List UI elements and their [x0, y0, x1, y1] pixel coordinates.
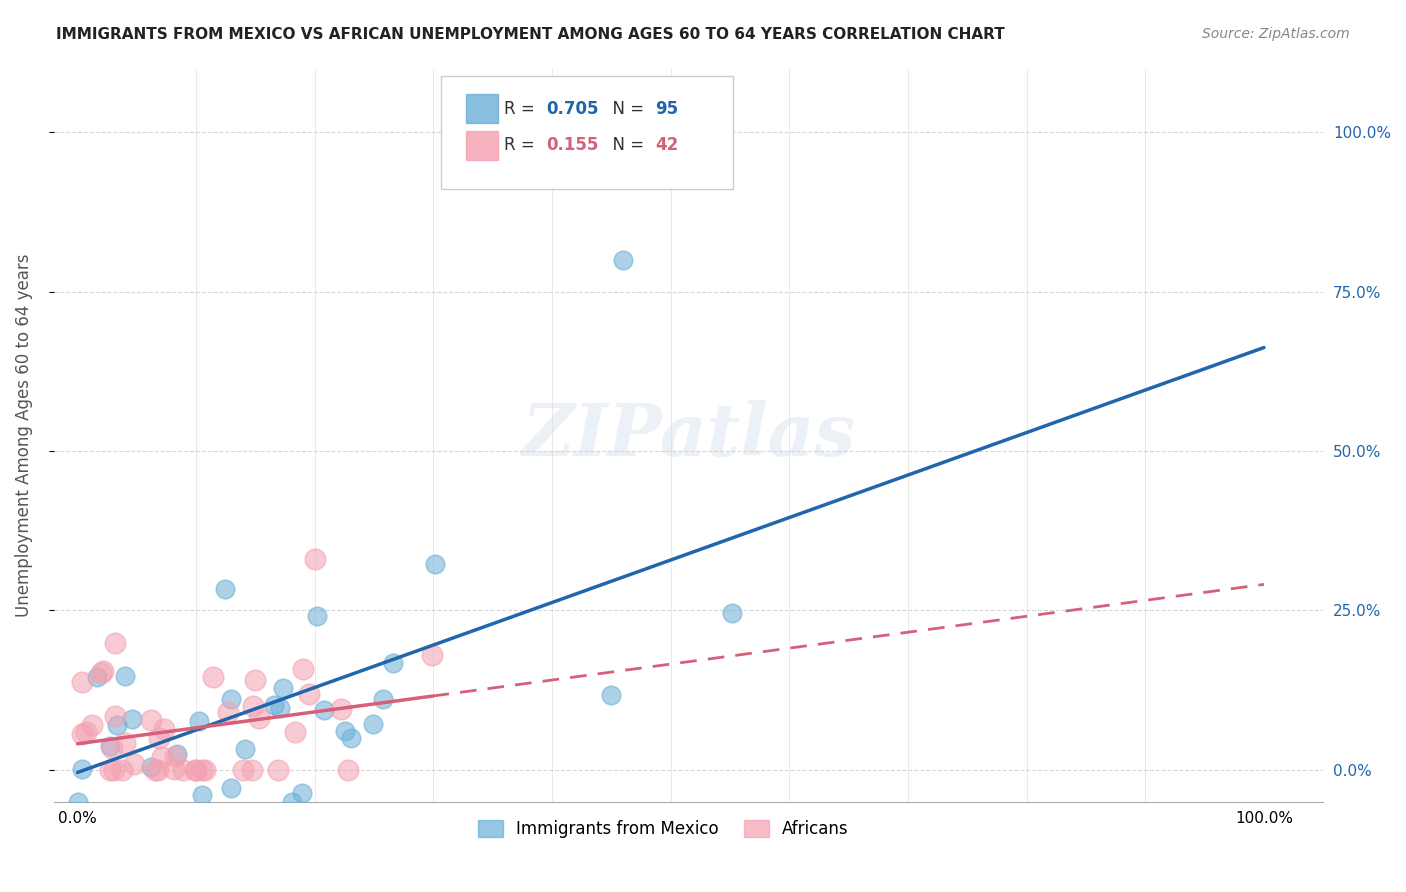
Immigrants from Mexico: [86, 670, 108, 684]
Immigrants from Mexico: [191, 788, 214, 802]
Immigrants from Mexico: [600, 689, 623, 703]
Africans: [304, 552, 326, 566]
Africans: [201, 670, 224, 684]
Africans: [267, 763, 290, 777]
Africans: [111, 763, 134, 777]
Immigrants from Mexico: [219, 781, 242, 796]
Text: Source: ZipAtlas.com: Source: ZipAtlas.com: [1202, 27, 1350, 41]
Africans: [91, 665, 114, 679]
Text: 0.705: 0.705: [547, 100, 599, 118]
Africans: [337, 763, 360, 777]
Y-axis label: Unemployment Among Ages 60 to 64 years: Unemployment Among Ages 60 to 64 years: [15, 253, 32, 616]
Africans: [101, 741, 124, 756]
Africans: [70, 675, 93, 690]
Africans: [247, 711, 270, 725]
Immigrants from Mexico: [263, 698, 285, 712]
Africans: [232, 763, 254, 777]
Legend: Immigrants from Mexico, Africans: Immigrants from Mexico, Africans: [471, 813, 855, 845]
Africans: [172, 763, 194, 777]
Immigrants from Mexico: [291, 786, 314, 800]
Africans: [217, 705, 239, 719]
Africans: [194, 763, 217, 777]
Immigrants from Mexico: [121, 712, 143, 726]
Immigrants from Mexico: [335, 723, 357, 738]
Africans: [191, 763, 214, 777]
Africans: [122, 757, 145, 772]
Text: IMMIGRANTS FROM MEXICO VS AFRICAN UNEMPLOYMENT AMONG AGES 60 TO 64 YEARS CORRELA: IMMIGRANTS FROM MEXICO VS AFRICAN UNEMPL…: [56, 27, 1005, 42]
Immigrants from Mexico: [305, 608, 328, 623]
Immigrants from Mexico: [70, 762, 93, 776]
Immigrants from Mexico: [361, 717, 384, 731]
Africans: [104, 708, 127, 723]
Immigrants from Mexico: [141, 760, 163, 774]
Africans: [150, 750, 173, 764]
Africans: [148, 731, 170, 745]
Immigrants from Mexico: [281, 795, 304, 809]
Immigrants from Mexico: [67, 795, 90, 809]
Immigrants from Mexico: [612, 252, 634, 267]
Africans: [184, 763, 207, 777]
Africans: [153, 723, 176, 737]
Africans: [139, 713, 162, 727]
Africans: [240, 763, 263, 777]
Text: 95: 95: [655, 100, 679, 118]
Africans: [284, 725, 307, 739]
Text: ZIPatlas: ZIPatlas: [522, 400, 856, 471]
Africans: [330, 701, 353, 715]
Immigrants from Mexico: [425, 557, 447, 571]
Africans: [298, 687, 321, 701]
Immigrants from Mexico: [233, 742, 256, 756]
Immigrants from Mexico: [214, 582, 236, 596]
Immigrants from Mexico: [114, 669, 136, 683]
Africans: [104, 636, 127, 650]
Africans: [103, 763, 125, 777]
Africans: [70, 727, 93, 741]
Immigrants from Mexico: [381, 656, 404, 670]
Immigrants from Mexico: [188, 714, 211, 729]
Immigrants from Mexico: [105, 717, 128, 731]
Africans: [145, 763, 167, 777]
Text: 0.155: 0.155: [547, 136, 599, 154]
Africans: [183, 763, 205, 777]
Africans: [163, 762, 186, 776]
Africans: [90, 666, 112, 681]
Africans: [82, 718, 104, 732]
Immigrants from Mexico: [166, 747, 188, 762]
Text: N =: N =: [602, 136, 650, 154]
Text: N =: N =: [602, 100, 650, 118]
Africans: [146, 763, 169, 777]
Immigrants from Mexico: [219, 691, 242, 706]
Africans: [422, 648, 444, 663]
Bar: [467, 131, 498, 161]
Text: R =: R =: [505, 136, 540, 154]
Text: R =: R =: [505, 100, 540, 118]
Immigrants from Mexico: [269, 701, 291, 715]
Immigrants from Mexico: [721, 606, 744, 620]
Immigrants from Mexico: [371, 692, 394, 706]
Africans: [243, 673, 266, 687]
Immigrants from Mexico: [314, 703, 336, 717]
FancyBboxPatch shape: [441, 76, 733, 189]
Africans: [114, 736, 136, 750]
Immigrants from Mexico: [339, 731, 361, 745]
Text: 42: 42: [655, 136, 679, 154]
Africans: [242, 698, 264, 713]
Africans: [98, 763, 121, 777]
Africans: [75, 725, 97, 739]
Immigrants from Mexico: [271, 681, 294, 695]
Immigrants from Mexico: [98, 739, 121, 753]
Bar: [467, 95, 498, 123]
Africans: [165, 748, 187, 763]
Africans: [291, 662, 314, 676]
